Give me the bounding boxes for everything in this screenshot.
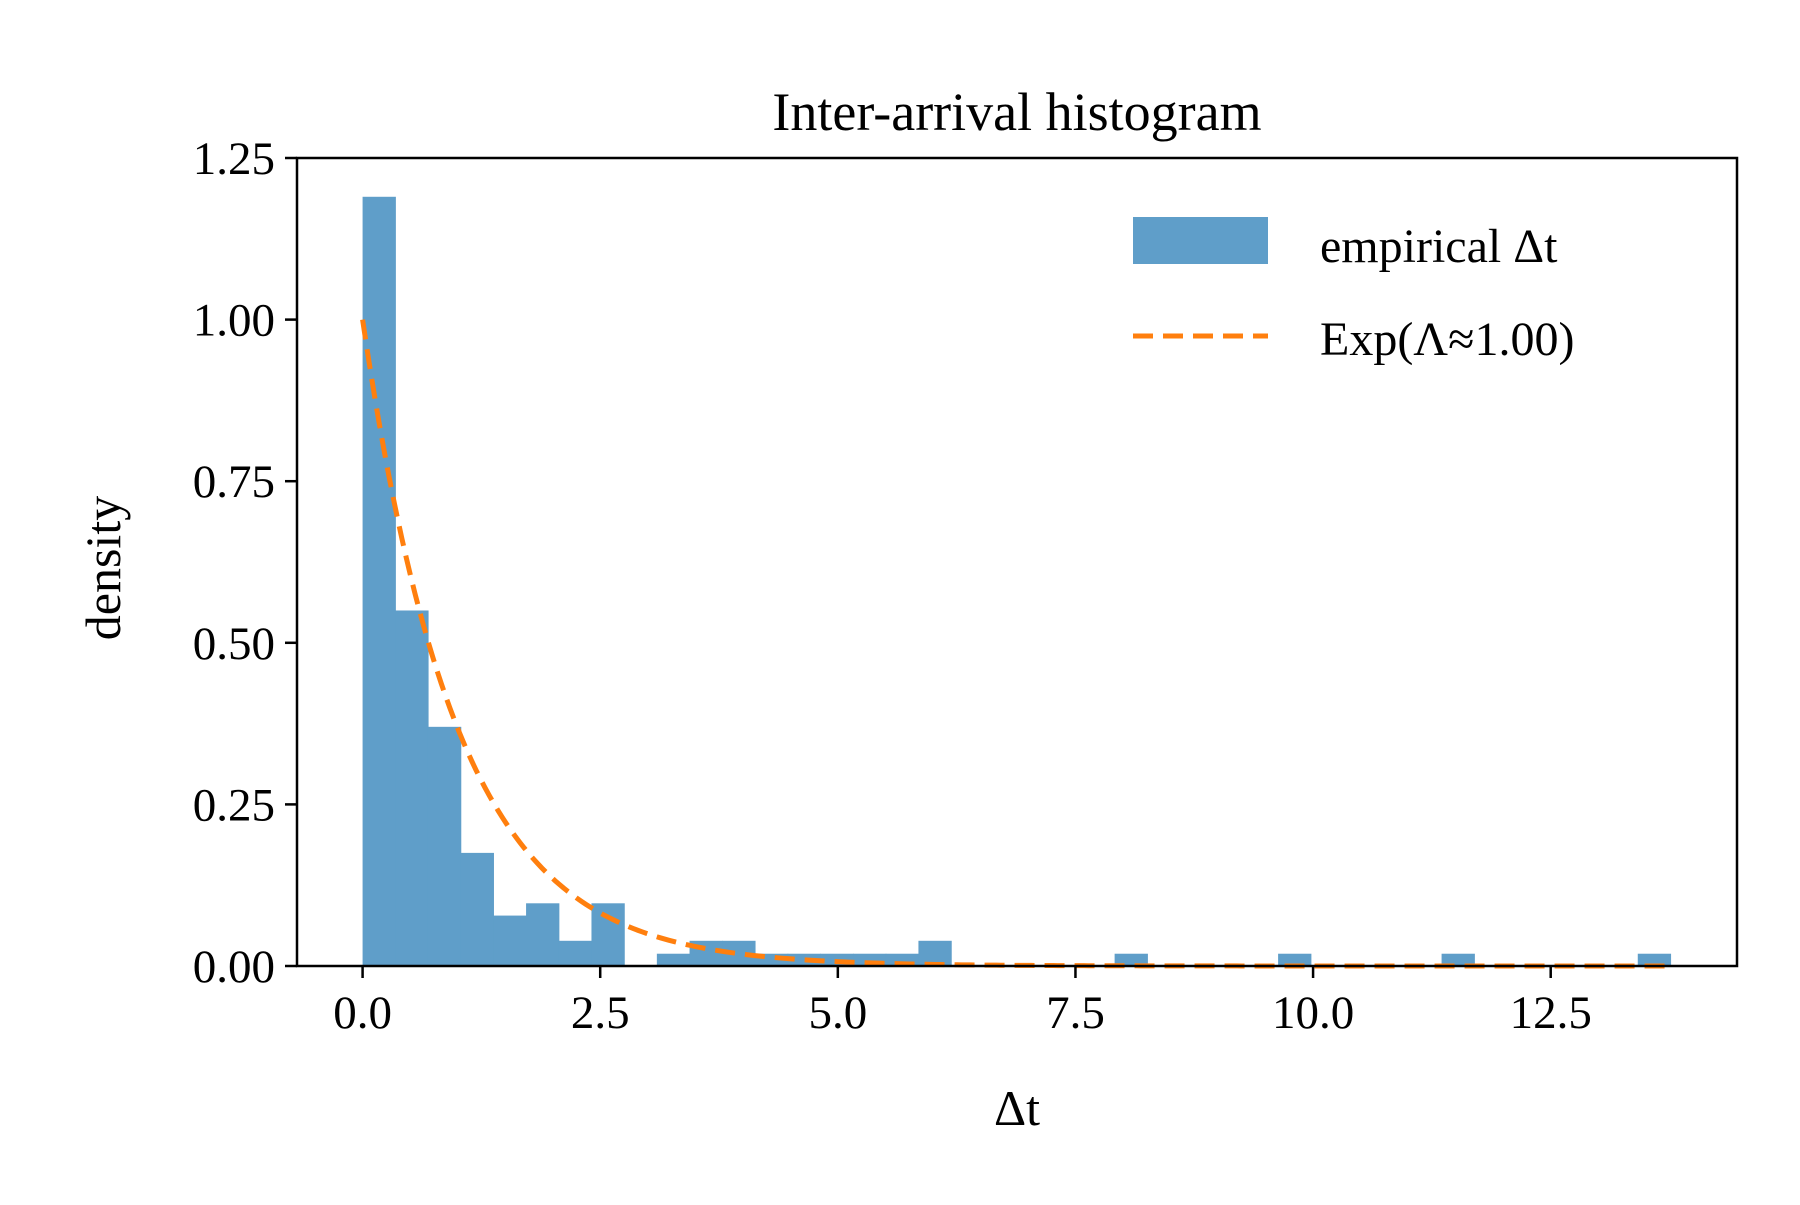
histogram-bar (427, 726, 462, 966)
histogram-bar (1114, 953, 1148, 966)
chart-title: Inter-arrival histogram (772, 82, 1261, 142)
x-tick-label: 7.5 (1046, 987, 1105, 1039)
x-tick-label: 10.0 (1272, 987, 1354, 1039)
y-tick-label: 0.25 (193, 779, 275, 831)
histogram-bars (362, 196, 1672, 966)
histogram-bar (918, 940, 952, 966)
histogram-bar (558, 940, 593, 966)
histogram-bar (1441, 953, 1475, 966)
histogram-bar (526, 903, 560, 966)
histogram-bar (787, 953, 821, 966)
y-tick-label: 0.00 (193, 941, 275, 993)
x-tick-label: 12.5 (1510, 987, 1592, 1039)
x-tick-label: 5.0 (808, 987, 867, 1039)
legend-swatch-histogram (1133, 217, 1268, 264)
y-tick-label: 1.00 (193, 295, 275, 347)
histogram-bar (1637, 953, 1672, 966)
histogram-bar (460, 852, 494, 966)
y-tick-label: 1.25 (193, 133, 275, 185)
y-axis: 0.00 0.25 0.50 0.75 1.00 1.25 (193, 133, 297, 993)
histogram-bar (395, 610, 429, 966)
x-tick-label: 0.0 (333, 987, 392, 1039)
y-axis-label: density (75, 496, 131, 640)
x-axis-label: Δt (994, 1080, 1040, 1136)
histogram-bar (493, 915, 527, 966)
x-axis: 0.0 2.5 5.0 7.5 10.0 12.5 (333, 966, 1592, 1039)
histogram-bar (656, 953, 691, 966)
histogram-bar (1278, 953, 1312, 966)
histogram-bar (591, 903, 625, 966)
exp-fit-line (360, 319, 1675, 969)
legend-label-histogram: empirical Δt (1320, 220, 1558, 273)
plot-frame (295, 156, 1739, 968)
x-tick-label: 2.5 (571, 987, 630, 1039)
legend-label-exp-fit: Exp(Λ≈1.00) (1320, 313, 1574, 366)
y-tick-label: 0.75 (193, 456, 275, 508)
histogram-bar (362, 196, 396, 966)
legend: empirical Δt Exp(Λ≈1.00) (1133, 217, 1574, 366)
y-tick-label: 0.50 (193, 618, 275, 670)
